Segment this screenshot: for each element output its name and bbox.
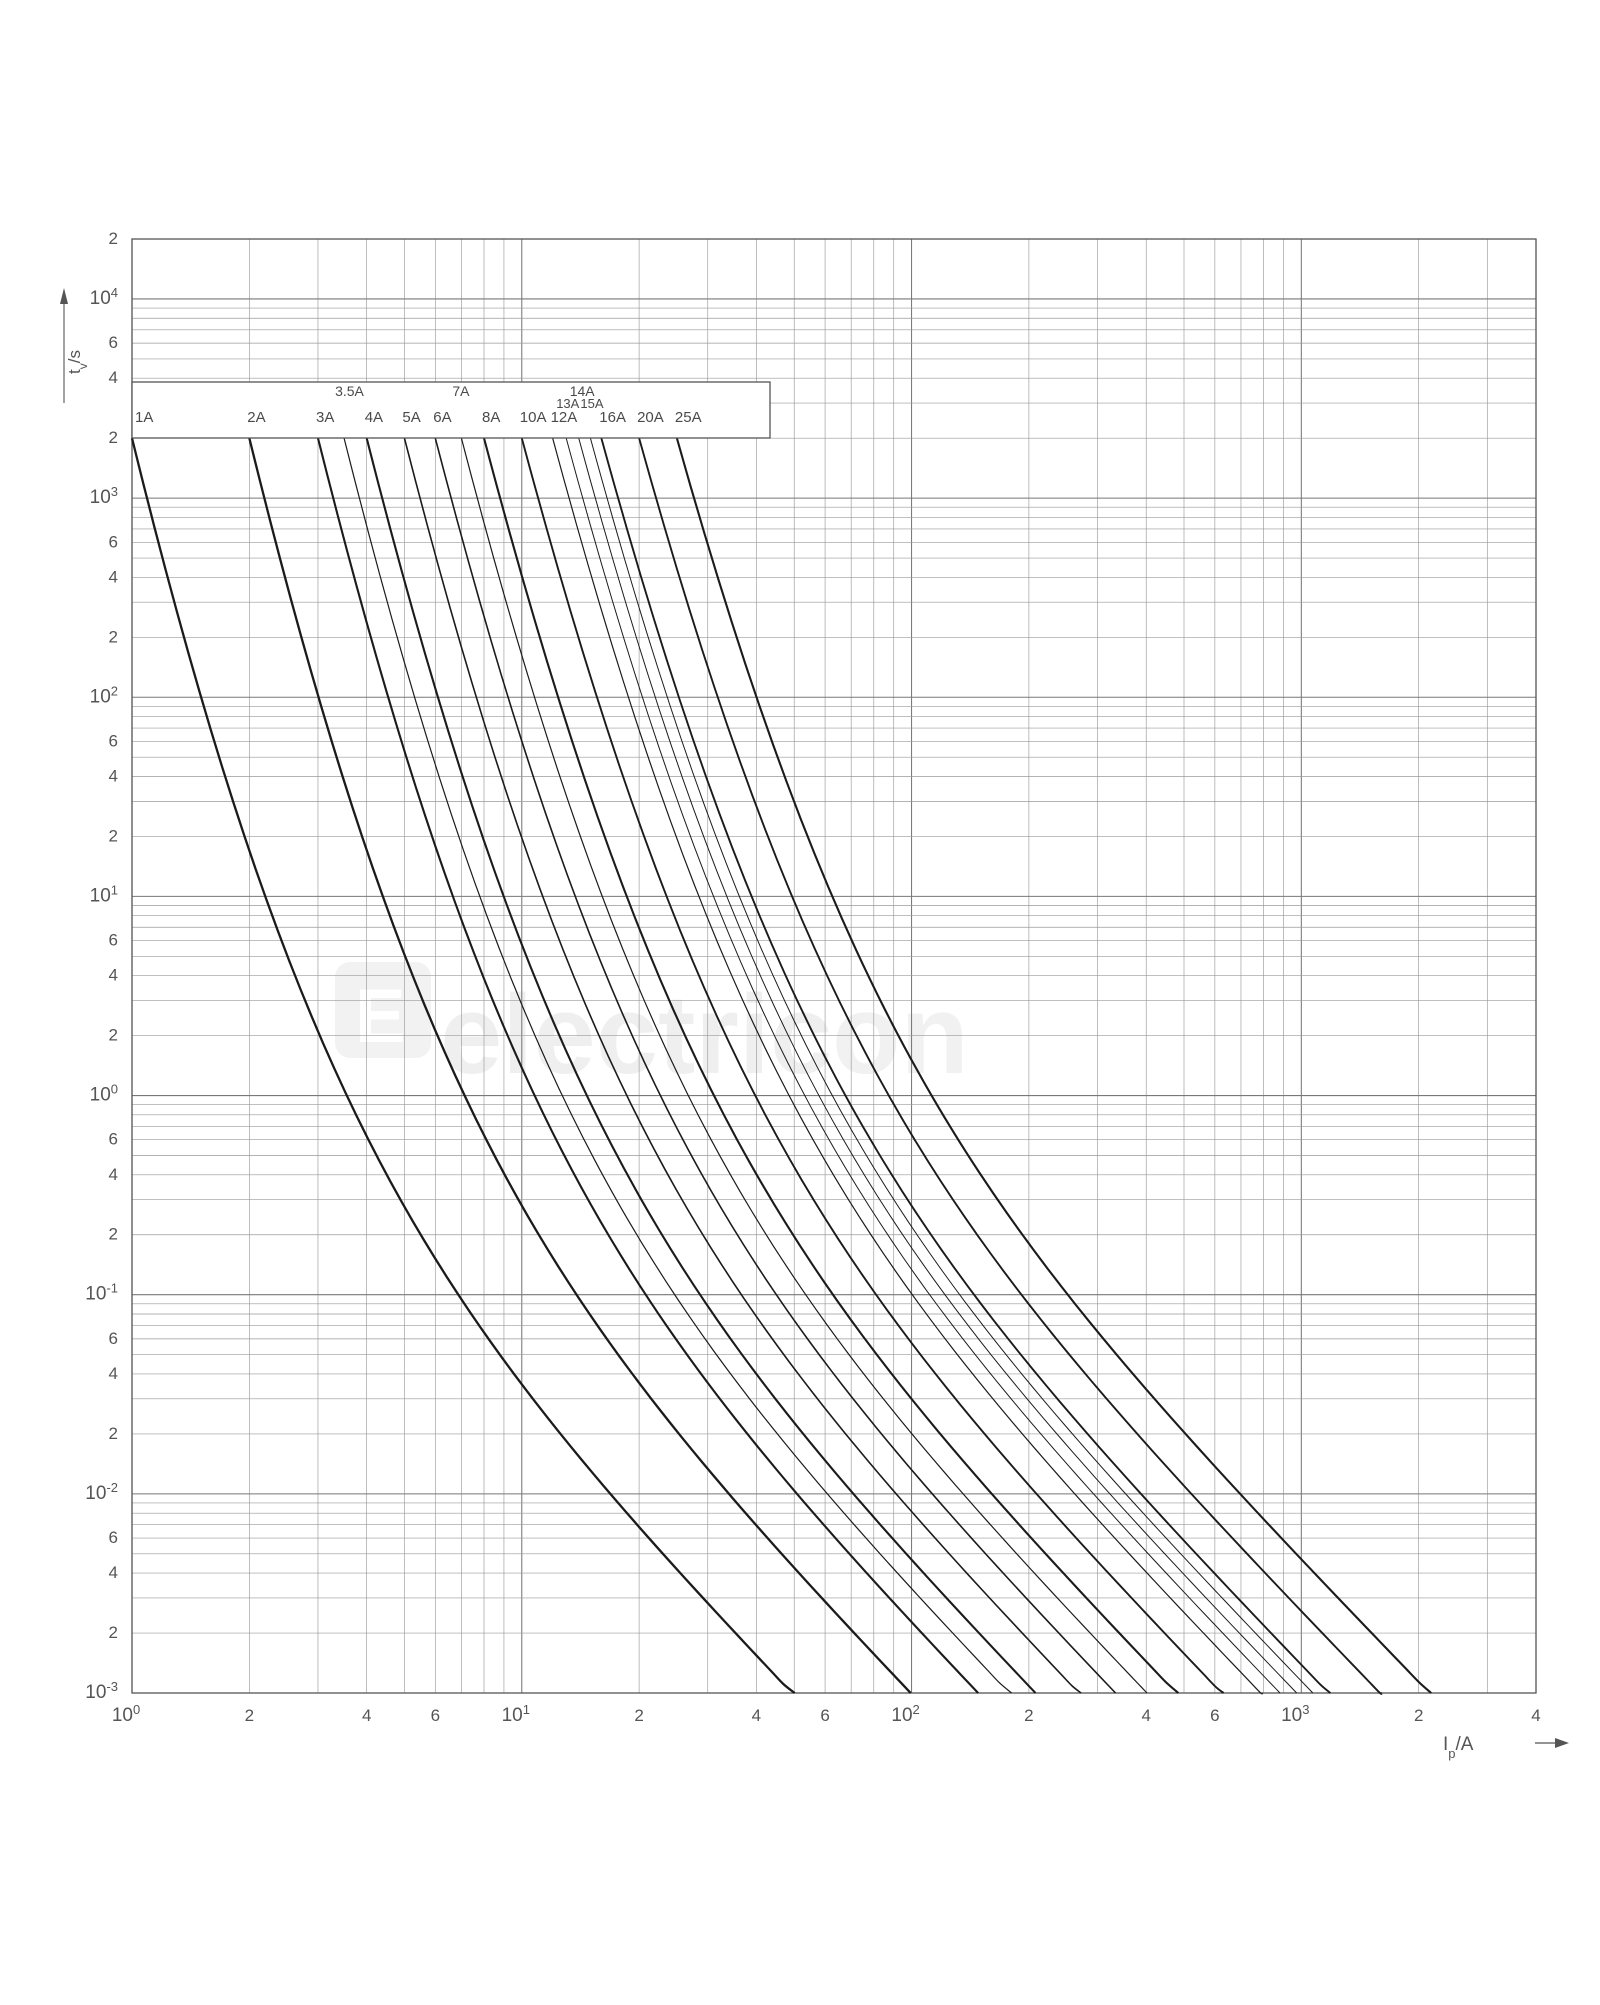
svg-text:6A: 6A [433, 409, 451, 426]
svg-text:4: 4 [109, 1165, 118, 1184]
svg-text:4: 4 [1141, 1706, 1150, 1725]
svg-text:4: 4 [752, 1706, 761, 1725]
svg-text:16A: 16A [599, 409, 626, 426]
svg-text:2: 2 [109, 826, 118, 845]
svg-text:2: 2 [245, 1706, 254, 1725]
svg-text:2: 2 [109, 627, 118, 646]
svg-text:3A: 3A [316, 409, 334, 426]
svg-text:2: 2 [109, 229, 118, 248]
svg-text:10A: 10A [520, 409, 547, 426]
svg-text:2: 2 [1414, 1706, 1423, 1725]
svg-text:6: 6 [109, 333, 118, 352]
svg-text:2: 2 [109, 1225, 118, 1244]
svg-text:2: 2 [109, 1026, 118, 1045]
svg-text:13A: 13A [556, 396, 579, 411]
svg-text:6: 6 [820, 1706, 829, 1725]
svg-text:2: 2 [109, 1424, 118, 1443]
svg-text:4: 4 [109, 966, 118, 985]
svg-text:on: on [832, 972, 969, 1097]
svg-text:20A: 20A [637, 409, 664, 426]
svg-text:4: 4 [109, 567, 118, 586]
svg-text:4: 4 [109, 1563, 118, 1582]
svg-text:E: E [355, 974, 406, 1059]
svg-text:6: 6 [109, 532, 118, 551]
svg-text:8A: 8A [482, 409, 500, 426]
svg-text:7A: 7A [452, 383, 470, 399]
svg-text:2: 2 [634, 1706, 643, 1725]
svg-text:4A: 4A [365, 409, 383, 426]
svg-text:25A: 25A [675, 409, 702, 426]
svg-text:2A: 2A [247, 409, 265, 426]
svg-text:6: 6 [431, 1706, 440, 1725]
svg-text:2: 2 [109, 1623, 118, 1642]
svg-text:12A: 12A [551, 409, 578, 426]
svg-text:1A: 1A [135, 409, 153, 426]
svg-text:6: 6 [109, 731, 118, 750]
svg-text:4: 4 [1531, 1706, 1540, 1725]
svg-text:6: 6 [109, 1329, 118, 1348]
svg-text:3.5A: 3.5A [335, 383, 364, 399]
svg-text:5A: 5A [402, 409, 420, 426]
svg-text:6: 6 [1210, 1706, 1219, 1725]
svg-text:2: 2 [109, 428, 118, 447]
svg-text:4: 4 [109, 368, 118, 387]
svg-text:6: 6 [109, 1130, 118, 1149]
svg-text:15A: 15A [580, 396, 603, 411]
svg-text:4: 4 [109, 1364, 118, 1383]
svg-text:2: 2 [1024, 1706, 1033, 1725]
svg-text:6: 6 [109, 1528, 118, 1547]
svg-text:4: 4 [109, 767, 118, 786]
svg-text:6: 6 [109, 931, 118, 950]
svg-text:4: 4 [362, 1706, 371, 1725]
